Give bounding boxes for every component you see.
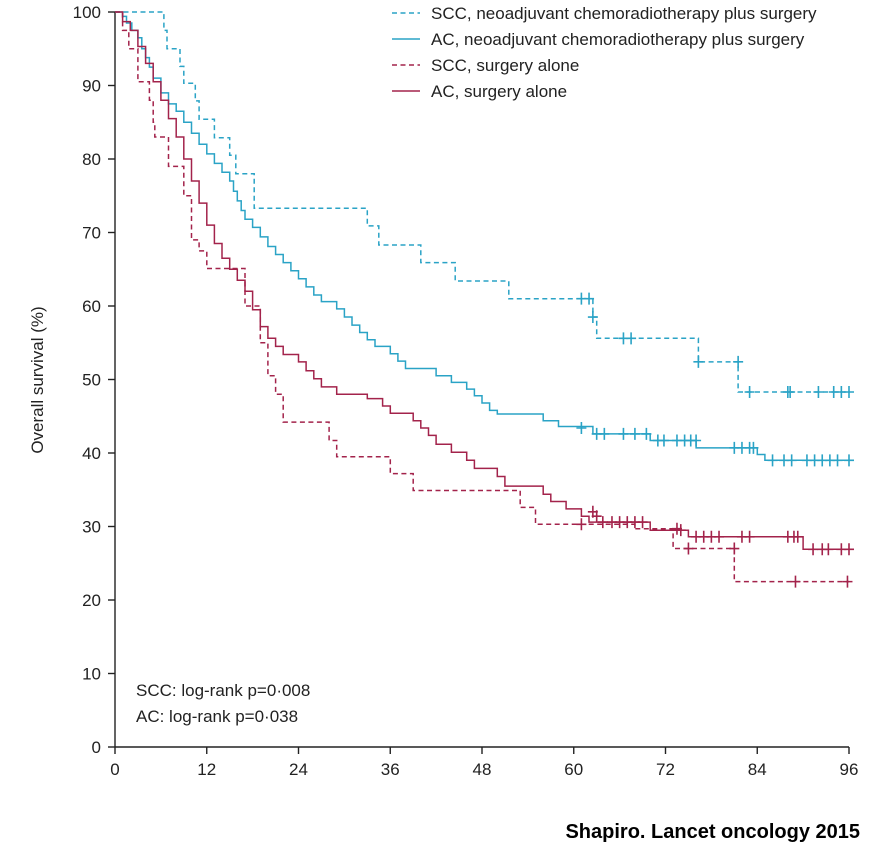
- y-tick-label: 40: [82, 444, 101, 463]
- y-tick-label: 80: [82, 150, 101, 169]
- legend: SCC, neoadjuvant chemoradiotherapy plus …: [392, 4, 817, 101]
- y-tick-label: 60: [82, 297, 101, 316]
- x-tick-label: 0: [110, 760, 119, 779]
- legend-label-3: AC, surgery alone: [431, 82, 567, 101]
- censor-mark: [618, 427, 629, 440]
- censor-mark: [587, 311, 598, 324]
- censor-mark: [691, 434, 702, 447]
- y-tick-label: 50: [82, 371, 101, 390]
- censor-mark: [576, 422, 587, 435]
- censor-mark: [792, 530, 803, 543]
- censor-mark: [714, 530, 725, 543]
- censor-mark: [744, 385, 755, 398]
- censor-mark: [748, 441, 759, 454]
- y-axis-label: Overall survival (%): [28, 306, 47, 453]
- x-tick-label: 60: [564, 760, 583, 779]
- censor-mark: [591, 510, 602, 523]
- censor-mark: [693, 355, 704, 368]
- censor-mark: [842, 575, 853, 588]
- x-tick-label: 72: [656, 760, 675, 779]
- censor-mark: [786, 454, 797, 467]
- censor-mark: [729, 542, 740, 555]
- censor-mark: [744, 530, 755, 543]
- annotation-scc: SCC: log-rank p=0·008: [136, 681, 310, 700]
- censor-mark: [733, 355, 744, 368]
- censor-mark: [599, 427, 610, 440]
- censor-mark: [844, 543, 854, 556]
- x-tick-label: 84: [748, 760, 767, 779]
- y-tick-label: 10: [82, 665, 101, 684]
- legend-label-0: SCC, neoadjuvant chemoradiotherapy plus …: [431, 4, 817, 23]
- censor-mark: [658, 434, 669, 447]
- censor-mark: [785, 385, 796, 398]
- x-tick-label: 48: [473, 760, 492, 779]
- censor-mark: [641, 427, 652, 440]
- censor-mark: [844, 385, 854, 398]
- censor-mark: [844, 454, 854, 467]
- censor-mark: [790, 575, 801, 588]
- censor-mark: [576, 518, 587, 531]
- x-tick-label: 36: [381, 760, 400, 779]
- y-tick-label: 70: [82, 224, 101, 243]
- y-tick-label: 90: [82, 77, 101, 96]
- y-tick-label: 0: [92, 738, 101, 757]
- censor-mark: [832, 454, 843, 467]
- censor-mark: [584, 292, 595, 305]
- censor-layer: [576, 292, 854, 588]
- censor-mark: [597, 516, 608, 529]
- legend-label-2: SCC, surgery alone: [431, 56, 579, 75]
- y-tick-label: 20: [82, 591, 101, 610]
- x-tick-label: 12: [197, 760, 216, 779]
- censor-mark: [637, 516, 648, 529]
- y-tick-label: 30: [82, 518, 101, 537]
- censor-mark: [823, 543, 834, 556]
- censor-mark: [629, 427, 640, 440]
- source-credit: Shapiro. Lancet oncology 2015: [565, 821, 860, 843]
- censor-mark: [813, 385, 824, 398]
- ticks: 0 12 24 36 48 60 72 84 96 0 10 20 30 40 50 60 70 80 90 100: [73, 3, 859, 779]
- censor-mark: [675, 524, 686, 537]
- legend-label-1: AC, neoadjuvant chemoradiotherapy plus s…: [431, 30, 805, 49]
- censor-mark: [767, 454, 778, 467]
- annotation-ac: AC: log-rank p=0·038: [136, 707, 298, 726]
- x-tick-label: 24: [289, 760, 308, 779]
- axes: [114, 12, 849, 748]
- censor-mark: [808, 543, 819, 556]
- x-tick-label: 96: [840, 760, 859, 779]
- series-line-1: [115, 11, 849, 462]
- series-line-3: [115, 11, 849, 551]
- censor-mark: [626, 332, 637, 345]
- censor-mark: [683, 542, 694, 555]
- y-tick-label: 100: [73, 3, 101, 22]
